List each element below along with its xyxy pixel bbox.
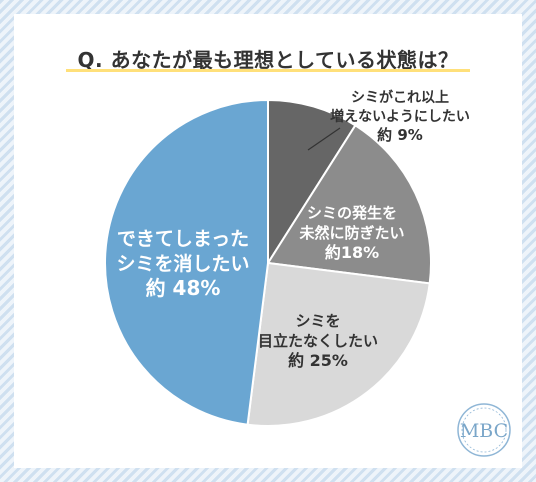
pie-slice-2: [266, 123, 432, 285]
pie-labels: シミがこれ以上増えないようにしたい約 9% シミの発生を未然に防ぎたい約18% シミ…: [116, 89, 469, 370]
pie-slice-1: [267, 98, 357, 267]
pie-slice-3: [246, 261, 431, 427]
pie-slices: [104, 98, 432, 427]
leader-line-slice-1: [307, 127, 341, 151]
pie-label-1: シミがこれ以上増えないようにしたい約 9%: [330, 89, 470, 144]
title-underline: [66, 69, 470, 72]
pie-slice-4: [104, 98, 269, 426]
pie-label-3: シミを目立たなくしたい約 25%: [258, 312, 378, 370]
pie-label-4: できてしまったシミを消したい約 48%: [116, 228, 249, 300]
pie-label-2: シミの発生を未然に防ぎたい約18%: [298, 204, 404, 262]
mbc-logo: MBC: [457, 403, 511, 457]
page-title: Q. あなたが最も理想としている状態は？: [77, 48, 459, 72]
mbc-logo-text: MBC: [460, 420, 508, 442]
